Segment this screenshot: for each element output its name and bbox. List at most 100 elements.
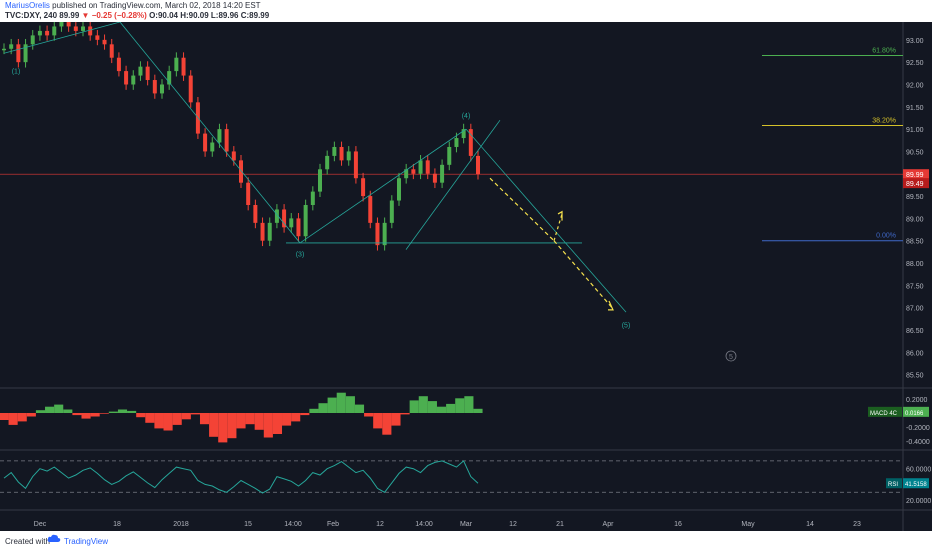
macd-bar <box>90 413 100 417</box>
time-tick-label: 16 <box>674 521 682 528</box>
candle <box>260 222 265 241</box>
price-tick-label: 91.00 <box>906 127 924 134</box>
wave-label: 5 <box>729 354 733 361</box>
candle <box>167 71 172 85</box>
price-tick-label: 86.00 <box>906 350 924 357</box>
macd-bar <box>282 413 292 426</box>
wave-label: (5) <box>622 323 631 330</box>
macd-bar <box>54 404 64 413</box>
candle <box>318 169 322 192</box>
macd-bar <box>17 413 27 422</box>
candle <box>203 133 208 152</box>
candle <box>404 169 409 179</box>
macd-bar <box>190 413 200 415</box>
time-tick-label: 14 <box>806 521 814 528</box>
candle <box>375 222 380 246</box>
fib-level-label: 61.80% <box>872 47 896 54</box>
rsi-line <box>3 460 479 494</box>
macd-bar <box>418 396 428 413</box>
candle <box>23 44 28 63</box>
macd-title: MACD 4C <box>870 411 898 417</box>
macd-bar <box>145 413 155 423</box>
candle <box>346 151 351 161</box>
candle <box>37 30 42 36</box>
candle <box>102 39 107 45</box>
price-tick-label: 92.00 <box>906 82 924 89</box>
candle <box>95 35 100 40</box>
candle <box>454 138 459 147</box>
macd-bar <box>163 413 173 431</box>
candle <box>188 75 193 103</box>
trend-line <box>405 119 501 250</box>
author-link[interactable]: MariusOrelis <box>5 1 50 10</box>
candle <box>267 222 272 241</box>
rsi-title-badge <box>886 478 902 489</box>
time-tick-label: 12 <box>376 521 384 528</box>
macd-bar <box>99 413 109 414</box>
open-value: O:90.04 <box>149 11 178 20</box>
trend-line <box>465 128 627 313</box>
close-value: C:89.99 <box>240 11 270 20</box>
price-tick-label: 88.00 <box>906 261 924 268</box>
high-value: H:90.09 <box>180 11 209 20</box>
rsi-tick-label: 60.0000 <box>906 467 931 474</box>
rsi-pane[interactable]: 60.0000 20.0000 RSI 41.5158 <box>0 460 932 511</box>
time-tick-label: May <box>741 521 755 528</box>
candle <box>181 57 186 76</box>
candle <box>52 26 57 36</box>
macd-bar <box>227 413 237 439</box>
price-change: −0.25 (−0.28%) <box>91 11 147 20</box>
candle <box>310 191 315 205</box>
time-tick-label: 15 <box>244 521 252 528</box>
wave-label: (4) <box>462 113 471 120</box>
low-value: L:89.96 <box>210 11 239 20</box>
time-tick-label: 18 <box>113 521 121 528</box>
price-pane[interactable]: 93.0092.5092.0091.5091.0090.5090.0089.50… <box>0 22 932 531</box>
time-tick-label: 14:00 <box>415 521 433 528</box>
candle <box>124 71 129 85</box>
wave-label: (3) <box>296 251 305 258</box>
macd-bar <box>345 396 355 413</box>
candle <box>303 205 308 237</box>
macd-bar <box>63 409 73 413</box>
time-axis[interactable]: Dec 18 2018 15 14:00 Feb 12 14:00 Mar 12 21 Apr 16 Ma… <box>34 521 861 528</box>
fib-level-label: 38.20% <box>872 118 896 125</box>
candle <box>339 146 344 161</box>
macd-bar <box>8 413 18 425</box>
candle <box>217 129 222 143</box>
macd-bar <box>464 396 474 413</box>
macd-bar <box>0 413 9 420</box>
fib-level-label: 0.00% <box>876 233 896 240</box>
macd-bar <box>154 413 164 429</box>
candle <box>138 66 143 76</box>
candle <box>160 84 164 94</box>
chart-area[interactable]: 93.0092.5092.0091.5091.0090.5090.0089.50… <box>0 22 932 531</box>
projection-arrow <box>489 177 555 242</box>
candle <box>116 57 121 72</box>
projection-arrow <box>553 213 563 241</box>
price-tick-label: 88.50 <box>906 239 924 246</box>
macd-bar <box>117 409 128 413</box>
candle <box>468 129 473 156</box>
macd-bar <box>127 410 137 413</box>
price-tick-label: 87.00 <box>906 306 924 313</box>
rsi-tick-label: 20.0000 <box>906 498 931 505</box>
candle <box>253 205 258 223</box>
macd-bar <box>209 413 219 437</box>
tradingview-cloud-icon <box>47 534 61 542</box>
price-tick-label: 86.50 <box>906 328 924 335</box>
candle <box>418 160 423 174</box>
candle <box>152 80 157 94</box>
macd-pane[interactable]: 0.2000 -0.2000 -0.4000 MACD 4C 0.0166 <box>0 392 932 451</box>
candle <box>66 22 71 27</box>
candle <box>109 44 114 58</box>
tradingview-link[interactable]: TradingView <box>64 537 109 546</box>
time-tick-label: 23 <box>853 521 861 528</box>
candle <box>59 22 64 27</box>
current-price-badge <box>903 169 929 180</box>
macd-bar <box>236 413 246 429</box>
macd-bar <box>45 406 55 413</box>
macd-bar <box>72 413 82 416</box>
arrowhead-icon <box>608 300 614 311</box>
candle <box>389 200 394 223</box>
